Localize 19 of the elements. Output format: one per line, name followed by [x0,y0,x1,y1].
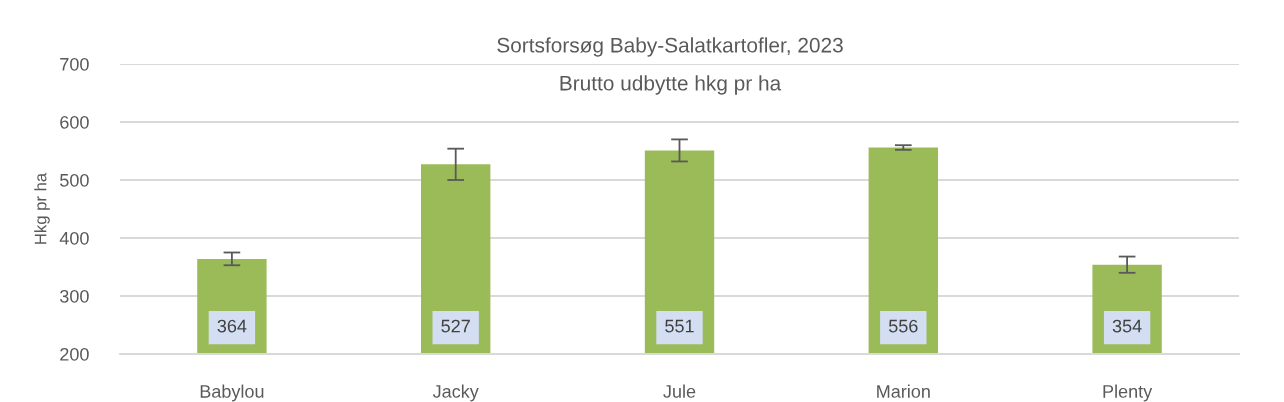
data-label: 354 [1112,319,1142,333]
x-tick-label: Jule [663,384,696,398]
chart-title: Sortsforsøg Baby-Salatkartofler, 2023 [497,37,843,57]
data-label: 364 [217,319,247,333]
x-tick-label: Babylou [200,384,264,402]
x-tick-label: Plenty [1103,384,1153,402]
y-tick-label: 600 [60,115,89,129]
y-tick-label: 400 [59,231,89,245]
x-tick-label: Marion [877,384,930,398]
y-axis-title: Hkg pr ha [34,172,50,244]
text: Brutto udbytte hkg pr ha [560,75,782,95]
y-tick-label: 700 [60,57,89,71]
data-label: 527 [441,319,470,333]
y-tick-label: 200 [60,347,89,361]
y-tick-label: 500 [60,173,89,187]
data-label: 551 [665,319,694,333]
data-label: 556 [888,319,918,333]
x-tick-label: Jacky [432,384,479,402]
y-tick-label: 300 [60,289,89,303]
